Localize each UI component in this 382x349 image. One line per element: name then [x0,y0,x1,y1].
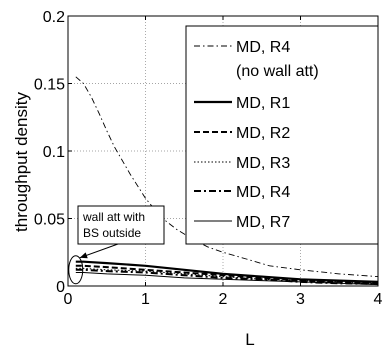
y-tick-label: 0 [56,279,65,296]
annotation-box [77,205,165,245]
legend: MD, R4 (no wall att) MD, R1 MD, R2 MD, R3 MD,… [185,25,379,245]
annotation-arrowhead [79,252,88,259]
legend-label-1-line2: (no wall att) [236,63,319,80]
legend-label-5: MD, R4 [236,184,290,201]
series-line-1 [75,76,379,278]
annotation-ellipse [68,255,84,285]
annotation: wall att with BS outside [68,205,165,285]
y-tick-label: 0.1 [43,144,65,161]
x-tick-label: 1 [141,291,150,308]
annotation-text-line-2: BS outside [83,226,141,240]
x-tick-label: 2 [219,291,228,308]
legend-label-3: MD, R2 [236,125,290,142]
ticks: 0 1 2 3 4 0 0.05 0.1 0.15 0.2 [34,9,382,308]
x-axis-label: L [245,330,254,349]
series-line-2 [75,260,379,283]
series-line-3 [75,264,379,285]
annotation-text-line-1: wall att with [82,210,145,224]
legend-label-6: MD, R7 [236,214,290,231]
legend-label-4: MD, R3 [236,155,290,172]
x-tick-label: 4 [374,291,382,308]
x-tick-label: 0 [64,291,73,308]
y-tick-label: 0.15 [34,77,65,94]
legend-box [185,25,379,245]
x-tick-label: 3 [296,291,305,308]
legend-label-2: MD, R1 [236,95,290,112]
series-line-6 [75,272,379,286]
y-tick-label: 0.05 [34,212,65,229]
y-axis-label: throughput density [12,92,31,232]
series-group [75,76,379,286]
y-tick-label: 0.2 [43,9,65,26]
legend-label-1: MD, R4 [236,39,290,56]
